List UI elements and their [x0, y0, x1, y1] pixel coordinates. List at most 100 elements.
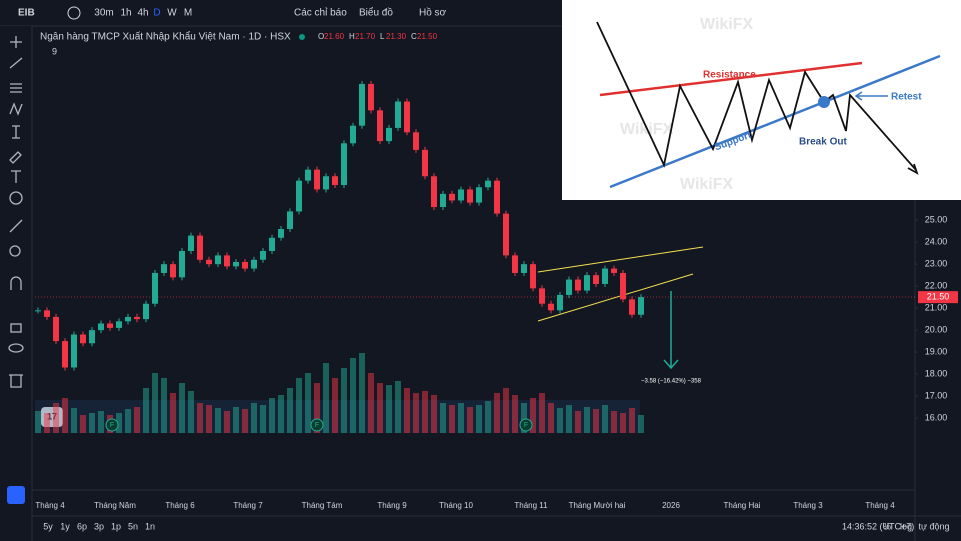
indicators[interactable]: Các chỉ báo [294, 7, 347, 19]
candle [584, 275, 590, 291]
brush-tool[interactable] [9, 151, 22, 164]
volume-bar [251, 403, 257, 433]
interval[interactable]: 4h [137, 8, 148, 19]
price-zigzag [596, 21, 917, 171]
volume-bar [44, 413, 50, 433]
volume-bar [80, 415, 86, 433]
candle [35, 310, 41, 312]
earnings-marker[interactable] [519, 418, 533, 432]
candle [152, 272, 158, 304]
range-button[interactable]: 5n [128, 521, 138, 531]
ruler-tool[interactable] [9, 219, 23, 233]
crosshair-tool[interactable] [10, 36, 22, 48]
candle [215, 255, 221, 265]
candle [161, 264, 167, 273]
volume-bar [35, 411, 41, 433]
volume-bar [431, 395, 437, 433]
candle [269, 237, 275, 251]
chart-type[interactable]: Biểu đồ [359, 7, 393, 19]
candle [89, 330, 95, 344]
volume-bar [260, 405, 266, 433]
symbol[interactable]: EIB [18, 8, 35, 19]
volume-bar [206, 405, 212, 433]
candle [179, 250, 185, 278]
pattern-tool[interactable] [9, 102, 23, 116]
range-button[interactable]: 5y [43, 521, 53, 531]
range-button[interactable]: 1y [60, 521, 70, 531]
emoji-tool[interactable] [9, 191, 23, 205]
scale-button[interactable]: log [900, 521, 912, 531]
watchlist-button[interactable] [7, 486, 25, 504]
volume-bar [512, 395, 518, 433]
volume-bar [593, 409, 599, 433]
candle [539, 288, 545, 304]
zoom-tool[interactable] [9, 245, 21, 257]
lock-tool[interactable] [10, 323, 22, 333]
candle [53, 316, 59, 342]
candle [404, 101, 410, 133]
line-tool[interactable] [9, 57, 23, 69]
candle [440, 193, 446, 208]
volume-bar [269, 398, 275, 433]
volume-bar [629, 408, 635, 433]
volume-bar [233, 407, 239, 433]
y-tick-label: 24.00 [925, 237, 948, 247]
trend-line-upper[interactable] [537, 246, 704, 273]
candle [251, 259, 257, 269]
volume-bar [323, 363, 329, 433]
volume-bar [305, 373, 311, 433]
earnings-marker[interactable] [105, 418, 119, 432]
interval[interactable]: 30m [94, 8, 113, 19]
candle [359, 83, 365, 126]
profile[interactable]: Hồ sơ [419, 7, 447, 19]
inset-image [562, 0, 961, 200]
interval[interactable]: D [153, 8, 160, 19]
measure-arrow[interactable] [663, 291, 679, 370]
range-button[interactable]: 1p [111, 521, 121, 531]
candle [593, 275, 599, 284]
volume-bar [242, 409, 248, 433]
range-button[interactable]: 1n [145, 521, 155, 531]
clock: 14:36:52 (UTC+7) [842, 521, 914, 531]
interval[interactable]: W [167, 8, 177, 19]
trend-line-lower[interactable] [537, 273, 694, 322]
measure-tool[interactable] [12, 125, 20, 139]
candle [323, 176, 329, 190]
candle [557, 294, 563, 311]
volume-bar [287, 388, 293, 433]
x-tick-label: Tháng Hai [724, 501, 761, 510]
scale-button[interactable]: tự động [918, 521, 949, 531]
candle [98, 323, 104, 331]
y-tick-label: 21.00 [925, 303, 948, 313]
x-tick-label: Tháng Tám [302, 501, 343, 510]
range-button[interactable]: 3p [94, 521, 104, 531]
volume-bar [467, 407, 473, 433]
volume-bar [530, 398, 536, 433]
add-symbol[interactable] [67, 6, 81, 20]
fib-tool[interactable] [10, 83, 22, 93]
earnings-marker[interactable] [310, 418, 324, 432]
candle [242, 261, 248, 269]
range-button[interactable]: 6p [77, 521, 87, 531]
study-count[interactable]: 9 [52, 46, 57, 56]
y-tick-label: 17.00 [925, 390, 948, 400]
x-tick-label: Tháng Năm [94, 501, 136, 510]
candle [548, 303, 554, 311]
delete-tool[interactable] [9, 374, 23, 388]
ohlc-value: 21.70 [355, 32, 376, 41]
volume-bar [503, 388, 509, 433]
interval[interactable]: M [184, 8, 192, 19]
scale-button[interactable]: % [883, 521, 891, 531]
y-tick-label: 18.00 [925, 368, 948, 378]
interval[interactable]: 1h [120, 8, 131, 19]
y-tick-label: 25.00 [925, 215, 948, 225]
candle [368, 83, 374, 111]
candle [305, 169, 311, 181]
candle [62, 341, 68, 368]
text-tool[interactable] [11, 170, 21, 183]
visibility-tool[interactable] [8, 343, 24, 353]
x-tick-label: Tháng 9 [377, 501, 407, 510]
volume-bar [404, 388, 410, 433]
volume-bar [296, 378, 302, 433]
magnet-tool[interactable] [10, 276, 22, 290]
